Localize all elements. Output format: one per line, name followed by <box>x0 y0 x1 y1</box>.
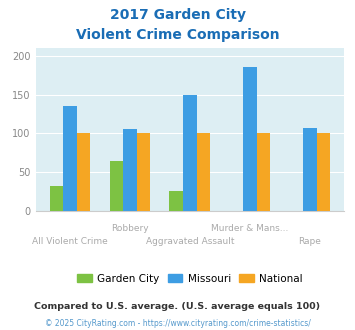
Bar <box>137 133 151 211</box>
Bar <box>243 67 257 211</box>
Text: © 2025 CityRating.com - https://www.cityrating.com/crime-statistics/: © 2025 CityRating.com - https://www.city… <box>45 319 310 328</box>
Text: Rape: Rape <box>299 237 321 246</box>
Bar <box>303 128 317 211</box>
Bar <box>197 133 211 211</box>
Bar <box>169 191 183 211</box>
Bar <box>50 185 63 211</box>
Bar <box>63 106 77 211</box>
Bar <box>183 94 197 211</box>
Text: 2017 Garden City: 2017 Garden City <box>109 8 246 22</box>
Bar <box>317 133 330 211</box>
Text: Murder & Mans...: Murder & Mans... <box>211 224 289 233</box>
Bar <box>109 161 123 211</box>
Bar <box>257 133 271 211</box>
Text: Robbery: Robbery <box>111 224 149 233</box>
Text: All Violent Crime: All Violent Crime <box>32 237 108 246</box>
Bar <box>77 133 91 211</box>
Bar <box>123 129 137 211</box>
Text: Compared to U.S. average. (U.S. average equals 100): Compared to U.S. average. (U.S. average … <box>34 302 321 311</box>
Legend: Garden City, Missouri, National: Garden City, Missouri, National <box>73 269 307 288</box>
Text: Aggravated Assault: Aggravated Assault <box>146 237 234 246</box>
Text: Violent Crime Comparison: Violent Crime Comparison <box>76 28 279 42</box>
